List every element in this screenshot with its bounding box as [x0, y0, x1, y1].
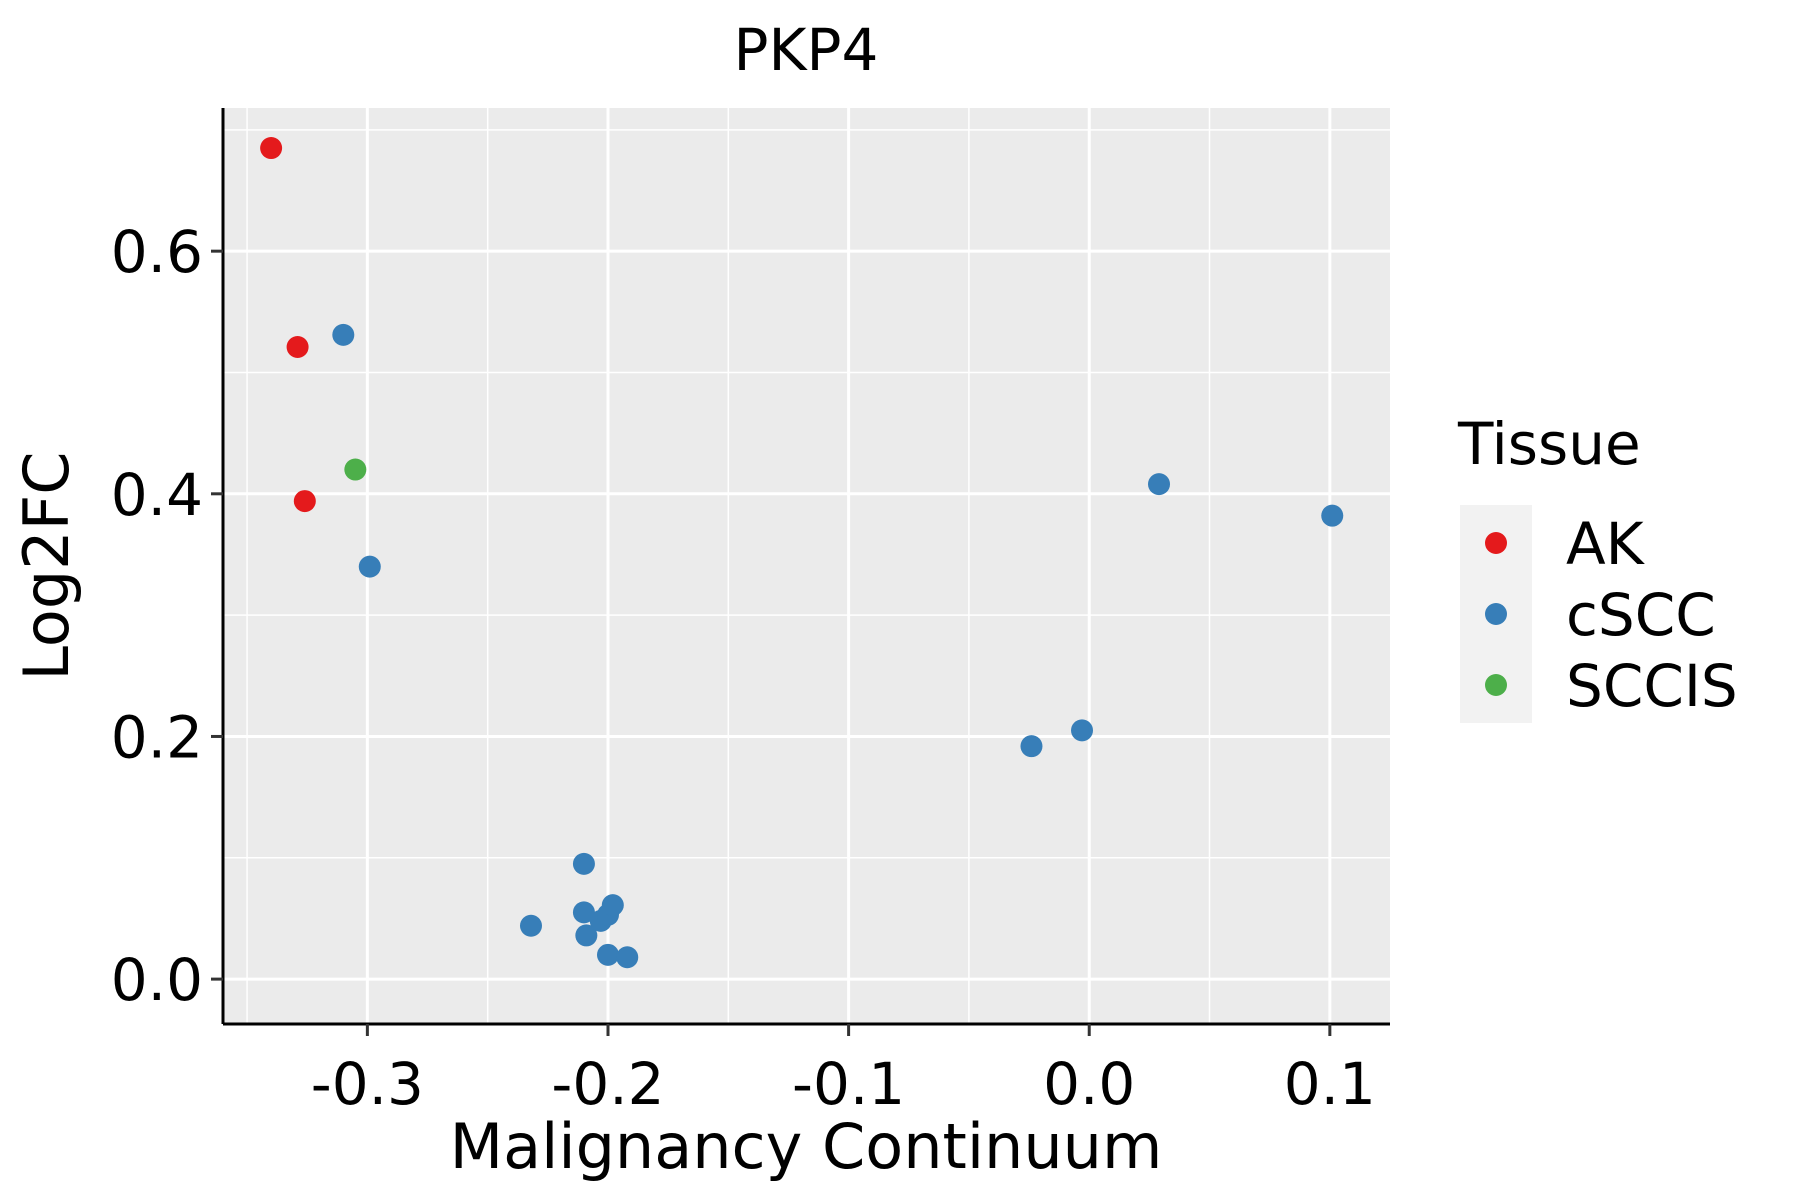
data-point-cscc: [616, 946, 639, 969]
x-tick-label: 0.1: [1284, 1050, 1376, 1118]
legend-title: Tissue: [1457, 410, 1641, 478]
legend-key-ak: [1485, 532, 1507, 554]
data-point-ak: [260, 137, 283, 160]
legend-key-sccis: [1485, 674, 1507, 696]
data-point-cscc: [1321, 504, 1344, 527]
data-point-ak: [286, 336, 309, 359]
y-tick-label: 0.0: [111, 946, 203, 1014]
data-points: [260, 137, 1344, 969]
data-point-cscc: [596, 943, 619, 966]
y-tick-label: 0.2: [111, 703, 203, 771]
data-point-cscc: [572, 852, 595, 875]
x-tick-label: -0.2: [551, 1050, 664, 1118]
grid-minor: [223, 108, 1390, 1024]
data-point-cscc: [332, 323, 355, 346]
x-tick-label: -0.1: [792, 1050, 905, 1118]
data-point-cscc: [1071, 719, 1094, 742]
data-point-cscc: [1148, 473, 1171, 496]
y-tick-label: 0.6: [111, 218, 203, 286]
data-point-sccis: [344, 458, 367, 481]
legend-label-cscc: cSCC: [1566, 581, 1716, 649]
data-point-cscc: [519, 914, 542, 937]
data-point-cscc: [601, 894, 624, 917]
data-point-cscc: [572, 901, 595, 924]
y-axis-title: Log2FC: [10, 451, 83, 680]
data-point-cscc: [358, 555, 381, 578]
grid-major: [223, 108, 1390, 1024]
y-axis-ticks: 0.0 0.2 0.4 0.6: [111, 218, 223, 1014]
chart-title: PKP4: [734, 16, 879, 84]
data-point-cscc: [575, 924, 598, 947]
x-axis-title: Malignancy Continuum: [450, 1110, 1163, 1183]
x-axis-ticks: -0.3 -0.2 -0.1 0.0 0.1: [311, 1024, 1376, 1118]
data-point-ak: [293, 490, 316, 513]
legend-key-cscc: [1485, 603, 1507, 625]
x-tick-label: 0.0: [1043, 1050, 1135, 1118]
legend-label-sccis: SCCIS: [1566, 652, 1738, 720]
x-tick-label: -0.3: [311, 1050, 424, 1118]
y-tick-label: 0.4: [111, 461, 203, 529]
legend-label-ak: AK: [1566, 510, 1646, 578]
panel-background: [223, 108, 1390, 1024]
data-point-cscc: [1020, 735, 1043, 758]
